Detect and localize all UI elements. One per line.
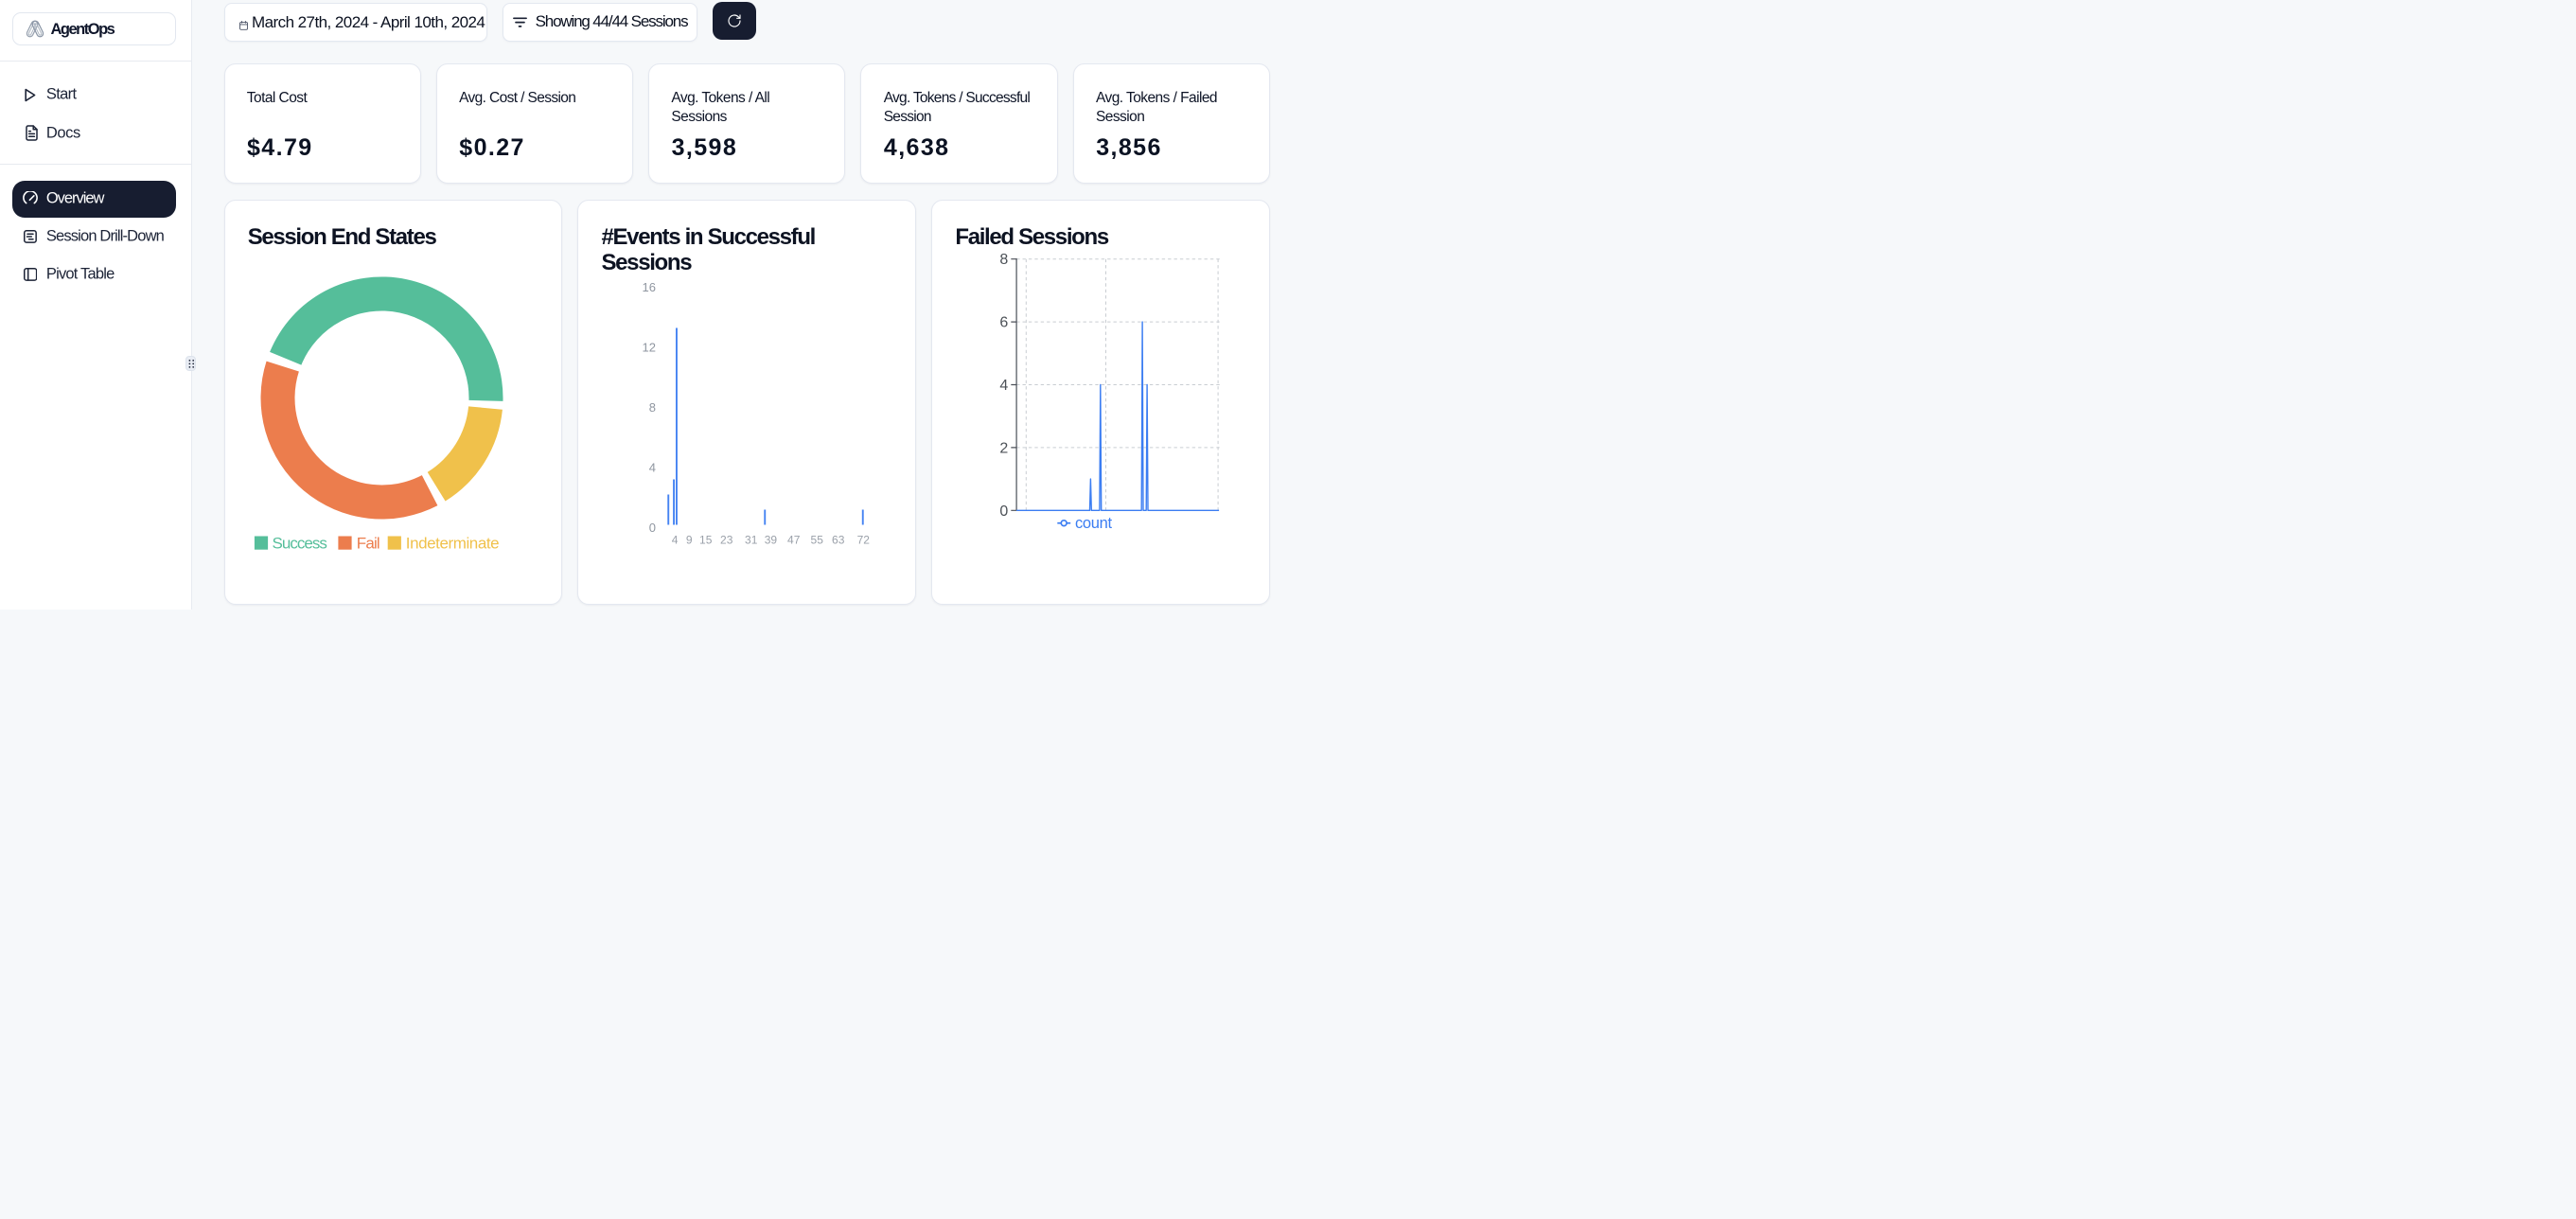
svg-text:0: 0 [649, 520, 656, 534]
svg-text:16: 16 [643, 279, 656, 293]
svg-text:4: 4 [649, 460, 656, 474]
svg-text:4: 4 [672, 533, 679, 546]
svg-text:4: 4 [1000, 378, 1009, 394]
svg-text:6: 6 [1000, 314, 1009, 330]
svg-text:31: 31 [745, 533, 758, 546]
svg-text:47: 47 [787, 533, 801, 546]
svg-text:23: 23 [720, 533, 733, 546]
svg-text:Indeterminate: Indeterminate [405, 534, 498, 552]
svg-text:72: 72 [857, 533, 871, 546]
svg-text:63: 63 [832, 533, 845, 546]
svg-text:Success: Success [272, 534, 326, 552]
svg-text:count: count [1075, 515, 1112, 532]
svg-text:12: 12 [643, 340, 656, 354]
svg-text:39: 39 [765, 533, 778, 546]
svg-text:15: 15 [699, 533, 713, 546]
svg-text:8: 8 [649, 399, 656, 414]
svg-text:Fail: Fail [356, 534, 379, 552]
svg-text:2: 2 [1000, 440, 1009, 456]
svg-text:55: 55 [811, 533, 824, 546]
svg-text:0: 0 [1000, 503, 1009, 519]
svg-text:8: 8 [1000, 252, 1009, 268]
svg-text:9: 9 [686, 533, 693, 546]
